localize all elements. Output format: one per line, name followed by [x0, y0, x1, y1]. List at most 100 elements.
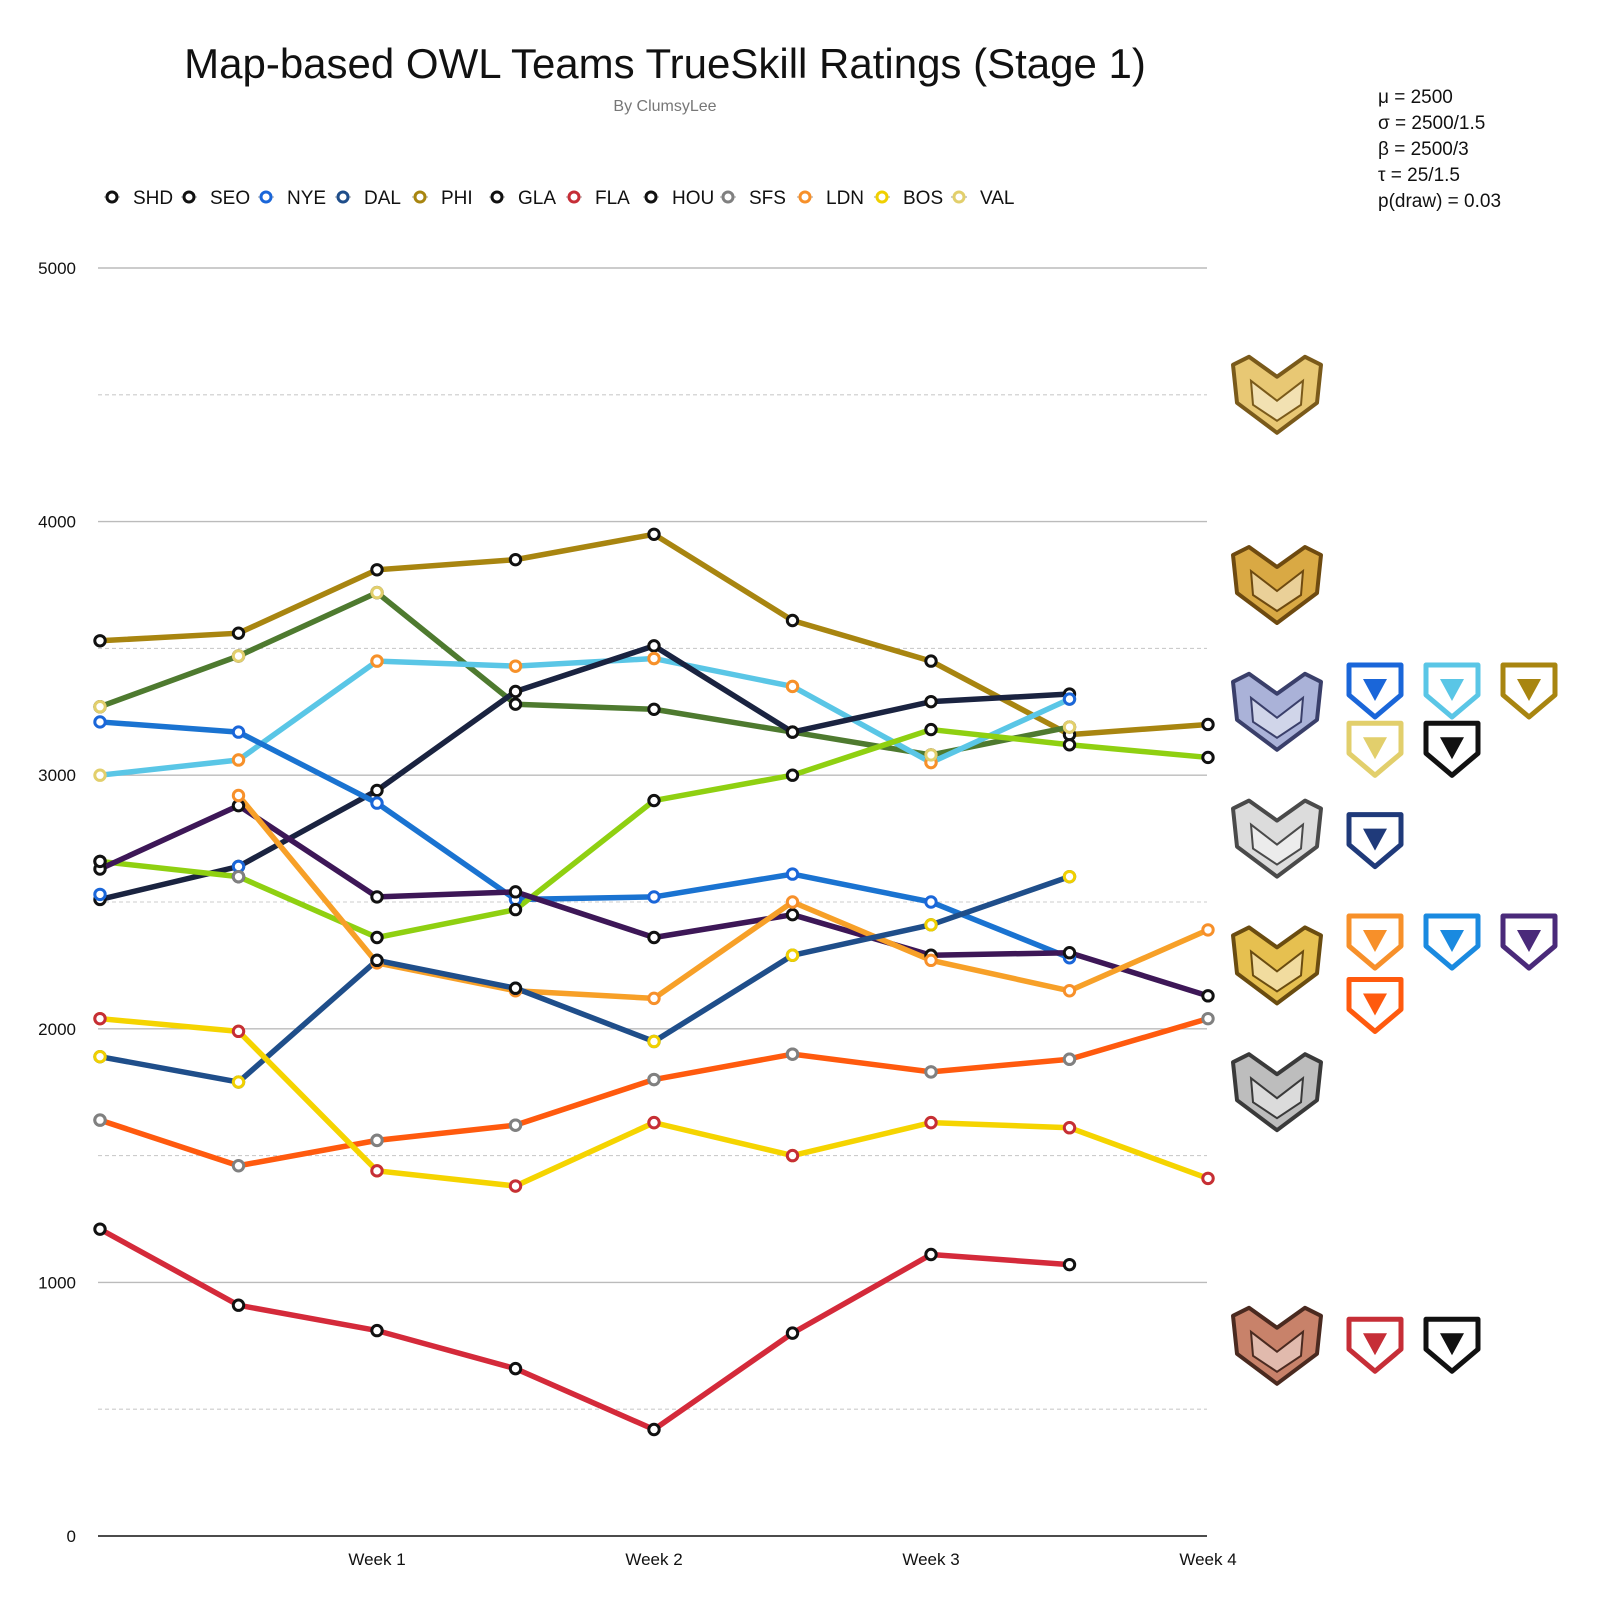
data-point: [370, 890, 384, 904]
parameter-text: β = 2500/3: [1378, 139, 1469, 160]
data-point: [1062, 738, 1077, 752]
los-angeles-valiant-logo-icon: [1346, 720, 1404, 778]
series-line-12: [97, 1226, 1073, 1433]
grid-lines: [98, 267, 1207, 1410]
data-point: [1201, 1171, 1215, 1186]
data-point: [647, 930, 661, 945]
y-tick-label: 5000: [38, 259, 76, 278]
series-layer: [97, 531, 1211, 1433]
legend-label: VAL: [980, 188, 1015, 209]
data-point: [508, 885, 523, 899]
legend-marker: [721, 190, 735, 204]
data-point: [785, 1326, 800, 1340]
parameter-text: σ = 2500/1.5: [1378, 113, 1485, 134]
data-point: [508, 684, 523, 699]
data-point: [647, 702, 661, 716]
data-point: [785, 1148, 800, 1163]
legend-marker: [336, 190, 350, 204]
data-point: [370, 1323, 384, 1338]
y-tick-label: 2000: [38, 1020, 76, 1039]
legend-item: VAL: [951, 188, 1015, 209]
data-point: [370, 796, 384, 810]
data-point: [785, 948, 800, 962]
legend-label: SEO: [210, 188, 250, 209]
y-tick-label: 1000: [38, 1273, 76, 1292]
data-point: [785, 613, 800, 628]
data-point: [647, 639, 661, 653]
legend-item: SHD: [104, 188, 173, 209]
legend-item: DAL: [335, 188, 401, 209]
legend-item: NYE: [258, 188, 326, 209]
master-badge-icon: [1231, 545, 1323, 625]
data-point: [93, 1049, 107, 1064]
data-point: [924, 1065, 938, 1079]
silver-badge-icon: [1231, 1052, 1323, 1133]
data-point: [647, 651, 661, 666]
data-point: [924, 1247, 938, 1262]
y-tick-label: 0: [67, 1527, 76, 1546]
data-point: [370, 585, 384, 600]
y-tick-label: 4000: [38, 513, 76, 532]
x-tick-label: Week 4: [1179, 1550, 1236, 1569]
legend: SHD SEO NYE DAL PHI GLA FLA HOU SFS LDN BOS VAL: [104, 188, 1015, 209]
data-point: [1062, 1257, 1077, 1272]
platinum-badge-icon: [1231, 798, 1323, 879]
data-point: [93, 887, 107, 902]
london-spitfire-logo-icon: [1423, 662, 1481, 720]
data-point: [785, 907, 800, 922]
legend-item: BOS: [874, 188, 943, 209]
data-point: [1201, 717, 1215, 732]
data-point: [647, 1115, 661, 1130]
data-point: [785, 895, 800, 909]
data-point: [924, 895, 938, 909]
data-point: [93, 1011, 107, 1026]
data-point: [924, 722, 938, 737]
series-line-4: [97, 643, 1073, 903]
data-point: [370, 563, 384, 577]
data-point: [1201, 989, 1215, 1003]
legend-label: PHI: [441, 188, 473, 209]
data-point: [647, 1034, 661, 1049]
y-tick-label: 3000: [38, 766, 76, 785]
data-point: [231, 626, 246, 640]
data-point: [370, 1164, 384, 1178]
data-point: [647, 527, 661, 541]
new-york-excelsior-logo-icon: [1346, 662, 1404, 720]
data-point: [231, 753, 246, 767]
data-point: [93, 634, 107, 648]
diamond-badge-icon: [1231, 671, 1323, 752]
legend-marker: [413, 190, 427, 204]
data-point: [924, 654, 938, 668]
data-point: [231, 788, 246, 803]
data-point: [1062, 946, 1077, 960]
parameter-text: μ = 2500: [1378, 87, 1453, 108]
data-point: [508, 697, 523, 711]
legend-label: BOS: [903, 188, 943, 209]
legend-marker: [875, 190, 889, 204]
data-point: [231, 725, 246, 739]
data-point: [231, 1075, 246, 1089]
houston-outlaws-logo-icon: [1423, 720, 1481, 778]
data-point: [508, 552, 523, 567]
data-point: [93, 1113, 107, 1127]
x-tick-label: Week 1: [348, 1550, 405, 1569]
data-point: [1062, 1121, 1077, 1135]
team-logos: [1346, 662, 1558, 1374]
data-point: [370, 1133, 384, 1148]
data-point: [1201, 1011, 1215, 1026]
legend-item: SFS: [720, 188, 786, 209]
data-point: [93, 768, 107, 782]
data-point: [924, 694, 938, 709]
bronze-badge-icon: [1231, 1305, 1323, 1386]
data-point: [924, 953, 938, 968]
legend-marker: [259, 190, 273, 204]
series-line-3: [97, 655, 1073, 778]
data-point: [1201, 923, 1215, 937]
florida-mayhem-logo-icon: [1346, 1316, 1404, 1374]
data-point: [231, 1024, 246, 1039]
data-point: [647, 793, 661, 808]
data-point: [1062, 984, 1077, 998]
data-point: [93, 1222, 107, 1236]
x-tick-label: Week 3: [902, 1550, 959, 1569]
